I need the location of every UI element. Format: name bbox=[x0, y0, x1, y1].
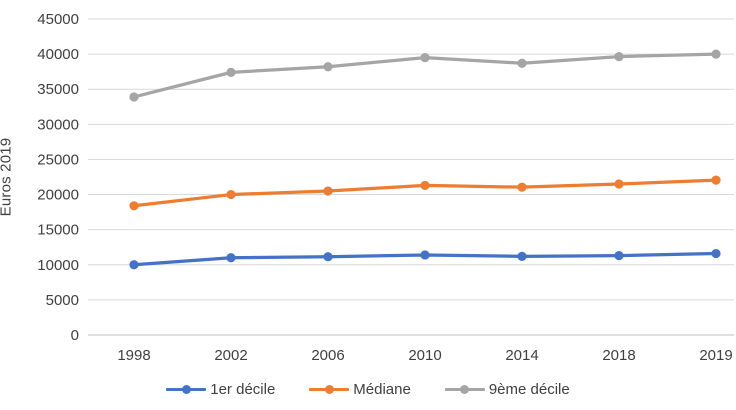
y-tick-label: 40000 bbox=[37, 46, 79, 63]
data-point-marker bbox=[420, 53, 430, 63]
legend-line-marker-icon bbox=[309, 384, 350, 395]
data-point-marker bbox=[517, 251, 527, 261]
legend-item-mediane: Médiane bbox=[309, 381, 411, 398]
data-point-marker bbox=[420, 250, 430, 260]
data-point-marker bbox=[517, 182, 527, 192]
x-tick-label: 2002 bbox=[214, 347, 247, 364]
y-tick-label: 30000 bbox=[37, 116, 79, 133]
data-point-marker bbox=[129, 92, 139, 102]
legend-line-marker-icon bbox=[166, 384, 207, 395]
data-point-marker bbox=[614, 51, 624, 62]
data-point-marker bbox=[226, 253, 236, 263]
data-point-marker bbox=[711, 248, 721, 259]
x-tick-label: 2018 bbox=[602, 347, 635, 364]
legend-label: 1er décile bbox=[210, 381, 276, 398]
x-tick-label: 1998 bbox=[117, 347, 150, 364]
y-tick-label: 35000 bbox=[37, 81, 79, 98]
y-tick-label: 5000 bbox=[46, 292, 79, 309]
y-tick-label: 45000 bbox=[37, 11, 79, 28]
data-point-marker bbox=[711, 175, 721, 185]
data-point-marker bbox=[323, 252, 333, 262]
x-tick-label: 2019 bbox=[699, 347, 732, 364]
data-point-marker bbox=[129, 201, 139, 211]
y-tick-label: 10000 bbox=[37, 257, 79, 274]
data-point-marker bbox=[323, 62, 333, 72]
data-point-marker bbox=[614, 251, 624, 261]
y-tick-label: 15000 bbox=[37, 222, 79, 239]
data-point-marker bbox=[614, 179, 624, 189]
y-tick-label: 0 bbox=[71, 327, 79, 344]
data-point-marker bbox=[226, 189, 236, 200]
y-axis-title: Euros 2019 bbox=[0, 137, 15, 217]
y-tick-label: 25000 bbox=[37, 151, 79, 168]
data-point-marker bbox=[129, 260, 139, 270]
legend-line-marker-icon bbox=[444, 384, 485, 395]
y-tick-label: 20000 bbox=[37, 187, 79, 204]
legend-item-9eme-decile: 9ème décile bbox=[444, 381, 570, 398]
data-point-marker bbox=[420, 180, 430, 191]
data-point-marker bbox=[517, 58, 527, 68]
x-tick-label: 2006 bbox=[311, 347, 344, 364]
legend-label: 9ème décile bbox=[488, 381, 570, 398]
x-tick-label: 2014 bbox=[505, 347, 538, 364]
data-point-marker bbox=[323, 186, 333, 196]
legend-label: Médiane bbox=[353, 381, 411, 398]
legend: 1er décile Médiane 9ème décile bbox=[0, 381, 736, 398]
legend-item-1er-decile: 1er décile bbox=[166, 381, 275, 398]
data-point-marker bbox=[226, 67, 236, 77]
x-tick-label: 2010 bbox=[408, 347, 441, 364]
data-point-marker bbox=[711, 49, 721, 59]
